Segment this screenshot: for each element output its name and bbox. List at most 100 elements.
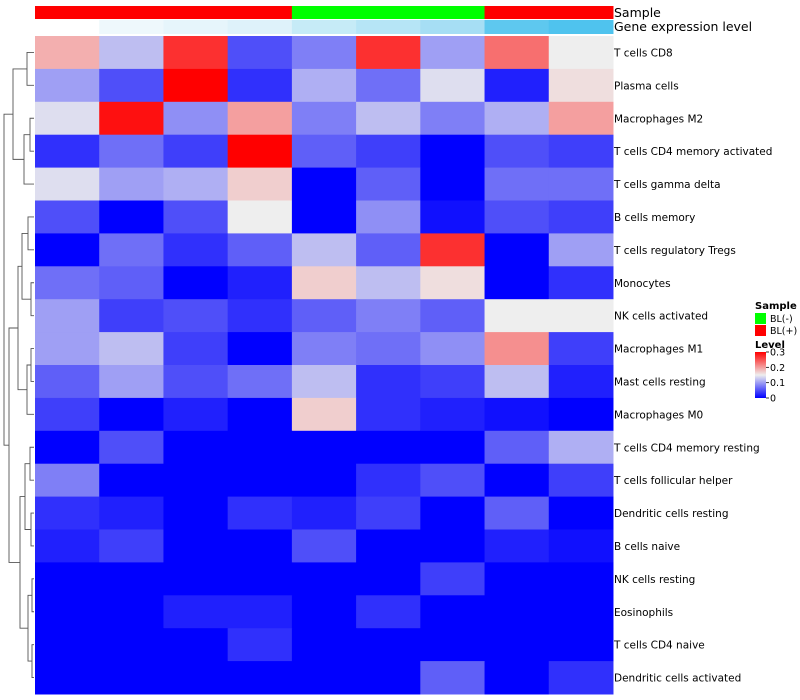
heatmap-cell (356, 101, 421, 136)
heatmap-cell (484, 463, 550, 498)
dendrogram-branch (31, 644, 34, 678)
heatmap-cell (163, 36, 229, 70)
heatmap-cell (356, 233, 421, 267)
heatmap-cell (356, 200, 421, 234)
heatmap-cell (227, 365, 293, 399)
heatmap-cell (291, 595, 357, 629)
heatmap-cell (227, 167, 293, 201)
dendrogram-branch (3, 113, 13, 446)
heatmap-cell (163, 299, 229, 333)
heatmap-cell (163, 496, 229, 530)
heatmap-cell (356, 529, 421, 563)
heatmap-cell (99, 463, 164, 498)
heatmap-cell (227, 430, 293, 465)
heatmap-cell (291, 266, 357, 300)
row-label: Dendritic cells resting (614, 508, 729, 520)
heatmap-cell (291, 332, 357, 366)
heatmap-cell (484, 595, 550, 629)
heatmap-cell (291, 200, 357, 234)
heatmap-cell (484, 299, 550, 333)
sample-annotation-label: Sample (614, 5, 661, 20)
heatmap-cell (356, 299, 421, 333)
heatmap-cell (484, 529, 550, 563)
dendrogram-branch (30, 512, 34, 547)
heatmap-cell (35, 430, 100, 465)
heatmap-cell (548, 36, 614, 70)
expression-cell-5 (356, 20, 421, 34)
legend-level-tick-label: 0.1 (770, 378, 785, 389)
heatmap-cell (99, 332, 164, 366)
heatmap-cell (291, 562, 357, 596)
heatmap-cell (227, 496, 293, 530)
heatmap-cell (227, 463, 293, 498)
heatmap-cell (356, 628, 421, 662)
heatmap-cell (420, 562, 486, 596)
heatmap-cell (35, 68, 100, 103)
heatmap-cell (163, 628, 229, 662)
sample-cell-5 (356, 6, 421, 19)
heatmap-cell (99, 430, 164, 465)
row-label: Dendritic cells activated (614, 673, 741, 685)
legend-level-tick-label: 0 (770, 394, 776, 405)
heatmap-cell (291, 134, 357, 169)
heatmap-cell (484, 68, 550, 103)
heatmap-cell (35, 496, 100, 530)
heatmap-cell (163, 661, 229, 695)
heatmap-cell (163, 463, 229, 498)
heatmap-cell (227, 68, 293, 103)
heatmap-cell (163, 134, 229, 169)
heatmap-cell (420, 661, 486, 695)
sample-cell-4 (291, 6, 357, 19)
dendrogram-branch (12, 68, 27, 160)
heatmap-cell (227, 36, 293, 70)
heatmap-cell (227, 266, 293, 300)
heatmap-cell (548, 101, 614, 136)
expression-cell-2 (163, 20, 229, 34)
heatmap-cell (548, 628, 614, 662)
heatmap-cell (291, 68, 357, 103)
dendrogram-branch (29, 446, 34, 481)
row-label: T cells CD4 naive (613, 640, 705, 652)
heatmap-cell (227, 332, 293, 366)
heatmap-cell (484, 496, 550, 530)
dendrogram-branch (17, 265, 27, 391)
heatmap-cell (163, 233, 229, 267)
heatmap-cell (35, 134, 100, 169)
heatmap-cell (548, 233, 614, 267)
heatmap-cell (548, 365, 614, 399)
row-labels: T cells CD8 Plasma cells Macrophages M2 T c… (613, 47, 772, 684)
heatmap-cell (484, 332, 550, 366)
heatmap-cell (484, 233, 550, 267)
dendrogram-branch (31, 578, 34, 613)
heatmap-cell (291, 529, 357, 563)
heatmap-cell (420, 463, 486, 498)
dendrogram-branch (19, 496, 28, 629)
heatmap-cell (227, 595, 293, 629)
heatmap-cell (484, 134, 550, 169)
dendrogram-branch (23, 134, 34, 185)
heatmap-cell (356, 463, 421, 498)
heatmap-cell (548, 397, 614, 432)
heatmap-cell (484, 430, 550, 465)
heatmap-cell (163, 365, 229, 399)
heatmap-cell (484, 628, 550, 662)
heatmap-cell (420, 397, 486, 432)
heatmap-cell (484, 661, 550, 695)
heatmap-cell (163, 101, 229, 136)
row-label: Plasma cells (614, 80, 679, 92)
row-label: Macrophages M1 (614, 344, 703, 356)
heatmap-cell (227, 200, 293, 234)
heatmap-cell (99, 595, 164, 629)
heatmap-cell (227, 134, 293, 169)
heatmap-cell (484, 266, 550, 300)
heatmap-cell (356, 167, 421, 201)
heatmap-cell (420, 101, 486, 136)
heatmap-cell (420, 332, 486, 366)
heatmap-cell (291, 365, 357, 399)
heatmap-cell (420, 36, 486, 70)
expression-cell-6 (420, 20, 486, 34)
heatmap-cell (35, 397, 100, 432)
heatmap-cell (420, 233, 486, 267)
heatmap-cell (163, 68, 229, 103)
expression-cell-3 (227, 20, 293, 34)
